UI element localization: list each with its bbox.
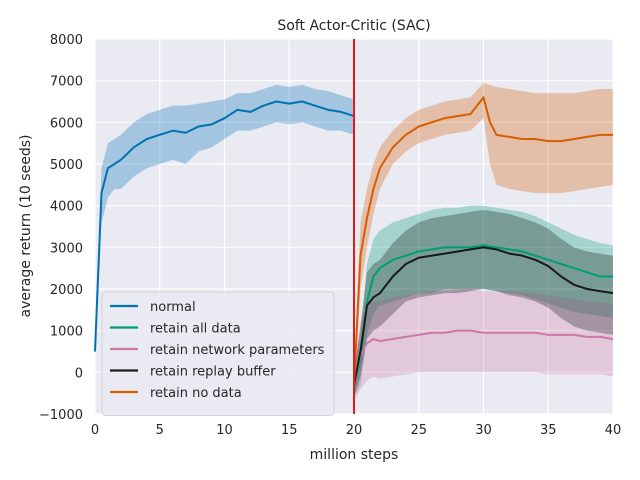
line-retain-all-data xyxy=(353,244,613,386)
x-tick-label: 35 xyxy=(540,423,557,438)
y-tick-label: 1000 xyxy=(50,325,83,340)
band-retain-no-data xyxy=(354,82,613,398)
x-tick-label: 5 xyxy=(156,423,164,438)
x-tick-label: 30 xyxy=(475,423,492,438)
y-tick-label: −1000 xyxy=(39,408,83,423)
confidence-bands xyxy=(95,82,613,402)
line-retain-replay-buffer xyxy=(353,246,614,386)
band-retain-replay-buffer xyxy=(354,209,613,398)
series-lines xyxy=(94,96,614,386)
band-retain-network-parameters xyxy=(354,289,613,402)
x-tick-label: 10 xyxy=(216,423,233,438)
line-normal xyxy=(94,100,355,352)
band-retain-all-data xyxy=(354,205,613,398)
chart-title: Soft Actor-Critic (SAC) xyxy=(277,18,430,34)
y-axis-ticks: −1000 0 1000 2000 3000 4000 5000 6000 7000 8000 xyxy=(39,33,83,423)
y-tick-label: 0 xyxy=(75,366,83,381)
y-tick-label: 3000 xyxy=(50,241,83,256)
y-tick-label: 8000 xyxy=(50,33,83,48)
y-tick-label: 6000 xyxy=(50,116,83,131)
line-retain-network-parameters xyxy=(353,329,614,386)
y-tick-label: 4000 xyxy=(50,200,83,215)
legend-label: retain no data xyxy=(150,386,242,401)
band-normal xyxy=(95,84,354,356)
legend-label: retain network parameters xyxy=(150,343,325,358)
x-axis-label: million steps xyxy=(310,447,399,463)
x-tick-label: 40 xyxy=(605,423,622,438)
x-tick-label: 0 xyxy=(91,423,99,438)
x-tick-label: 25 xyxy=(410,423,427,438)
y-axis-label: average return (10 seeds) xyxy=(18,135,34,318)
x-axis-ticks: 0 5 10 15 20 25 30 35 40 xyxy=(91,423,621,438)
y-tick-label: 7000 xyxy=(50,75,83,90)
legend: normal retain all data retain network para… xyxy=(101,291,335,416)
line-retain-no-data xyxy=(353,96,613,385)
y-tick-label: 5000 xyxy=(50,158,83,173)
y-tick-label: 2000 xyxy=(50,283,83,298)
x-tick-label: 20 xyxy=(346,423,363,438)
legend-label: retain all data xyxy=(150,322,241,337)
legend-label: normal xyxy=(150,300,196,315)
x-tick-label: 15 xyxy=(281,423,298,438)
legend-label: retain replay buffer xyxy=(150,365,276,380)
legend-box xyxy=(101,291,335,416)
